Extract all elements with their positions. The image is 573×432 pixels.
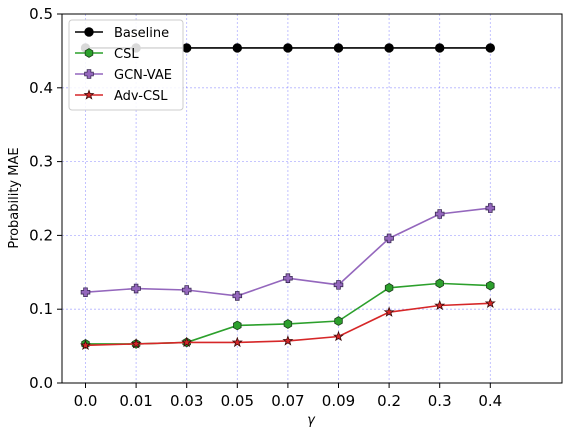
data-point-baseline	[435, 43, 445, 53]
y-tick-label: 0.4	[29, 79, 53, 97]
data-point-adv-csl	[333, 330, 344, 342]
legend-label-baseline: Baseline	[114, 26, 169, 41]
data-point-adv-csl	[80, 339, 91, 351]
data-point-gcn-vae	[384, 233, 394, 244]
data-point-gcn-vae	[232, 291, 243, 301]
data-point-baseline	[232, 43, 243, 53]
legend-box	[68, 19, 184, 111]
data-point-csl	[283, 319, 293, 329]
y-tick-label: 0.1	[29, 300, 53, 318]
data-point-adv-csl	[181, 336, 193, 348]
y-tick-label: 0.3	[29, 153, 53, 171]
y-tick-label: 0.0	[29, 374, 53, 392]
data-point-adv-csl	[282, 335, 294, 346]
legend-label-csl: CSL	[114, 47, 139, 62]
legend-label-gcn-vae: GCN-VAE	[114, 68, 172, 83]
data-point-baseline	[384, 43, 394, 53]
data-point-csl	[435, 278, 444, 289]
x-axis-label: γ	[307, 413, 316, 428]
y-tick-label: 0.5	[29, 5, 53, 23]
series-gcn-vae	[80, 203, 496, 301]
data-point-csl	[334, 316, 343, 326]
data-point-baseline	[485, 43, 495, 53]
data-point-adv-csl	[130, 338, 142, 349]
legend-marker-gcn-vae	[84, 69, 94, 79]
legend-marker-csl	[84, 48, 94, 58]
series-adv-csl	[80, 297, 496, 351]
x-tick-label: 0.4	[478, 392, 502, 410]
data-point-gcn-vae	[80, 287, 91, 298]
legend: Baseline CSL GCN-VAE Adv-CSL	[68, 19, 184, 111]
plot-frame	[61, 13, 563, 384]
legend-marker-baseline	[84, 27, 94, 37]
x-tick-label: 0.0	[74, 392, 98, 410]
axes: 0.0 0.01 0.03 0.05 0.07 0.09 0.2 0.3 0.4 0.0 0.1 0.…	[29, 5, 502, 410]
data-point-adv-csl	[434, 299, 446, 311]
data-point-gcn-vae	[181, 285, 192, 295]
data-point-gcn-vae	[283, 273, 293, 283]
data-point-gcn-vae	[333, 280, 344, 290]
data-point-adv-csl	[231, 336, 243, 348]
x-tick-label: 0.2	[377, 392, 401, 410]
data-point-baseline	[283, 43, 293, 53]
x-tick-label: 0.05	[221, 392, 254, 410]
data-point-gcn-vae	[434, 209, 445, 219]
x-tick-label: 0.01	[119, 392, 152, 410]
data-point-adv-csl	[383, 306, 395, 317]
y-axis-label: Probability MAE	[7, 147, 22, 248]
data-point-csl	[233, 320, 242, 331]
x-tick-label: 0.09	[322, 392, 355, 410]
legend-label-adv-csl: Adv-CSL	[114, 89, 168, 104]
data-point-adv-csl	[484, 297, 496, 308]
data-point-gcn-vae	[131, 283, 141, 294]
legend-marker-adv-csl	[83, 89, 95, 100]
x-tick-label: 0.07	[271, 392, 304, 410]
x-tick-label: 0.03	[170, 392, 203, 410]
y-tick-label: 0.2	[29, 226, 53, 244]
data-point-csl	[384, 282, 394, 293]
x-tick-label: 0.3	[428, 392, 452, 410]
data-point-baseline	[333, 43, 344, 53]
data-point-baseline	[182, 43, 192, 53]
data-point-csl	[486, 280, 495, 291]
data-point-gcn-vae	[485, 203, 496, 213]
